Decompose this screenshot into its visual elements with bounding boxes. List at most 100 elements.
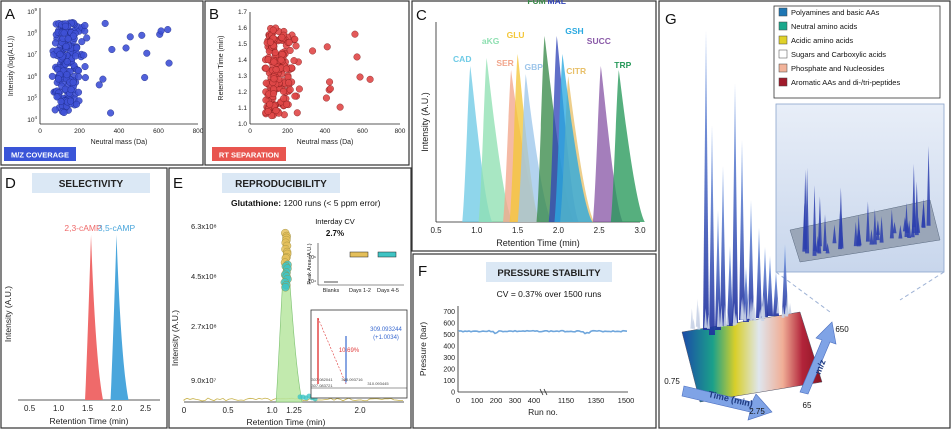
heatmap-minor-spike: [746, 293, 750, 319]
scatter-point: [270, 90, 278, 98]
peak-label: MAL: [548, 0, 566, 6]
x-tick-label: 100: [471, 396, 484, 405]
y-tick-label: 1.7: [238, 9, 247, 16]
y-tick-label: 6.3x10⁸: [191, 222, 217, 231]
panel-b-letter: B: [209, 6, 219, 23]
x-tick-label: 200: [74, 128, 85, 135]
scatter-point: [292, 42, 300, 50]
scatter-point: [107, 109, 115, 117]
y-tick-label: 200: [443, 367, 455, 374]
peak-label: SER: [496, 58, 513, 68]
x-tick-label: 3.0: [634, 226, 646, 235]
panel-f: F PRESSURE STABILITY CV = 0.37% over 150…: [412, 253, 657, 429]
panel-a-border: [0, 0, 204, 166]
mz-max-label: 650: [835, 325, 849, 334]
legend-swatch: [778, 49, 788, 59]
scatter-point: [63, 58, 71, 66]
y-tick-exponent: 9: [34, 7, 37, 12]
scatter-point: [165, 59, 173, 67]
pressure-f-plot: 0 100 200 300 400 500 600 700 0 100 200 300 400 1150 1…: [418, 306, 634, 417]
ms-minor-label: 310.093445: [367, 381, 389, 386]
pressure-title-box: [486, 262, 612, 282]
y-tick-label: 1.5: [238, 41, 247, 48]
scatter-point: [60, 108, 68, 117]
legend-swatch: [778, 21, 788, 31]
zoom-inset-spike: [802, 202, 807, 252]
scatter-point: [53, 93, 61, 101]
selectivity-title-box: [32, 173, 150, 193]
scatter-point: [283, 100, 291, 108]
scatter-point: [271, 49, 279, 57]
days-1-2-box: [349, 251, 369, 258]
scatter-point: [73, 44, 81, 52]
scatter-point: [69, 78, 77, 86]
zoom-inset-spike: [889, 209, 894, 239]
ms-isotope-label: 309.093244: [370, 327, 402, 333]
scatter-point: [60, 29, 68, 37]
y-axis-label: Intensity (log(A.U.)): [8, 36, 15, 96]
scatter-point: [62, 42, 70, 50]
inset-cv-y-label: Peak Area (A.U.): [307, 243, 313, 284]
y-tick-label: 400: [443, 344, 455, 351]
peak-label: 2,3-cAMP: [64, 223, 102, 233]
scatter-point: [326, 78, 334, 86]
panel-g-border: [658, 0, 951, 429]
scatter-point: [71, 52, 80, 60]
zoom-inset-spike: [812, 185, 817, 256]
y-tick-label: 105: [27, 93, 37, 102]
scatter-point: [56, 50, 64, 58]
y-tick-label: 104: [27, 115, 37, 124]
y-tick-label: 109: [27, 7, 37, 16]
legend-label: Neutral amino acids: [791, 22, 858, 31]
glutathione-label: Glutathione:: [231, 198, 281, 208]
scatter-point: [291, 92, 299, 100]
y-tick-label: 1.4: [238, 57, 247, 64]
scatter-point: [64, 35, 72, 43]
heatmap-spike: [743, 267, 749, 322]
scatter-point: [51, 39, 59, 47]
chromatogram-peak: [610, 70, 645, 222]
zoom-inset-spike: [892, 221, 897, 234]
panel-c-letter: C: [416, 7, 427, 24]
scatter-point: [122, 44, 130, 52]
x-tick-label: 0.5: [24, 404, 36, 413]
scatter-point: [290, 57, 298, 65]
pressure-stability-title: PRESSURE STABILITY: [497, 268, 601, 279]
heatmap-minor-spike: [785, 290, 789, 315]
days-4-5-box: [377, 251, 397, 258]
scatter-point: [322, 94, 330, 102]
x-tick-label: 300: [509, 396, 522, 405]
panel-b-border: [204, 0, 410, 166]
glutathione-runs: 1200 runs (< 5 ppm error): [281, 198, 381, 208]
y-tick-exponent: 8: [34, 29, 37, 34]
chromatogram-peak: [554, 54, 593, 222]
peak-label: CITR: [566, 66, 586, 76]
chromatogram-peak: [592, 66, 623, 222]
scatter-point: [108, 45, 116, 54]
heatmap-minor-spike: [740, 298, 744, 320]
heatmap-spike: [732, 83, 738, 323]
panel-f-border: [412, 253, 657, 429]
heatmap-spike: [739, 140, 745, 320]
legend-label: Sugars and Carboxylic acids: [791, 50, 886, 59]
heatmap-minor-spike: [788, 302, 792, 314]
scatter-point: [277, 56, 285, 64]
y-tick-base: 10: [27, 95, 35, 102]
scatter-point: [126, 33, 134, 41]
scatter-point: [138, 31, 146, 39]
heatmap-minor-spike: [734, 313, 738, 325]
scatter-point: [61, 22, 70, 30]
scatter-point: [80, 51, 88, 59]
y-tick-label: 2.7x10⁸: [191, 322, 217, 331]
scatter-point: [286, 86, 294, 94]
zoom-inset-spike: [825, 242, 830, 254]
y-tick-label: 107: [27, 50, 37, 59]
panel-g: G Polyamines and basic AAs Neutral amino …: [658, 0, 951, 429]
heatmap-spike: [715, 210, 721, 330]
time-max-label: 2.75: [749, 407, 765, 416]
inset-cv-ytick-low: 10⁴: [308, 279, 316, 285]
scatter-point: [366, 75, 374, 83]
scatter-point: [356, 73, 364, 81]
peak-label: SUCC: [587, 36, 611, 46]
y-tick-label: 1.1: [238, 105, 247, 112]
